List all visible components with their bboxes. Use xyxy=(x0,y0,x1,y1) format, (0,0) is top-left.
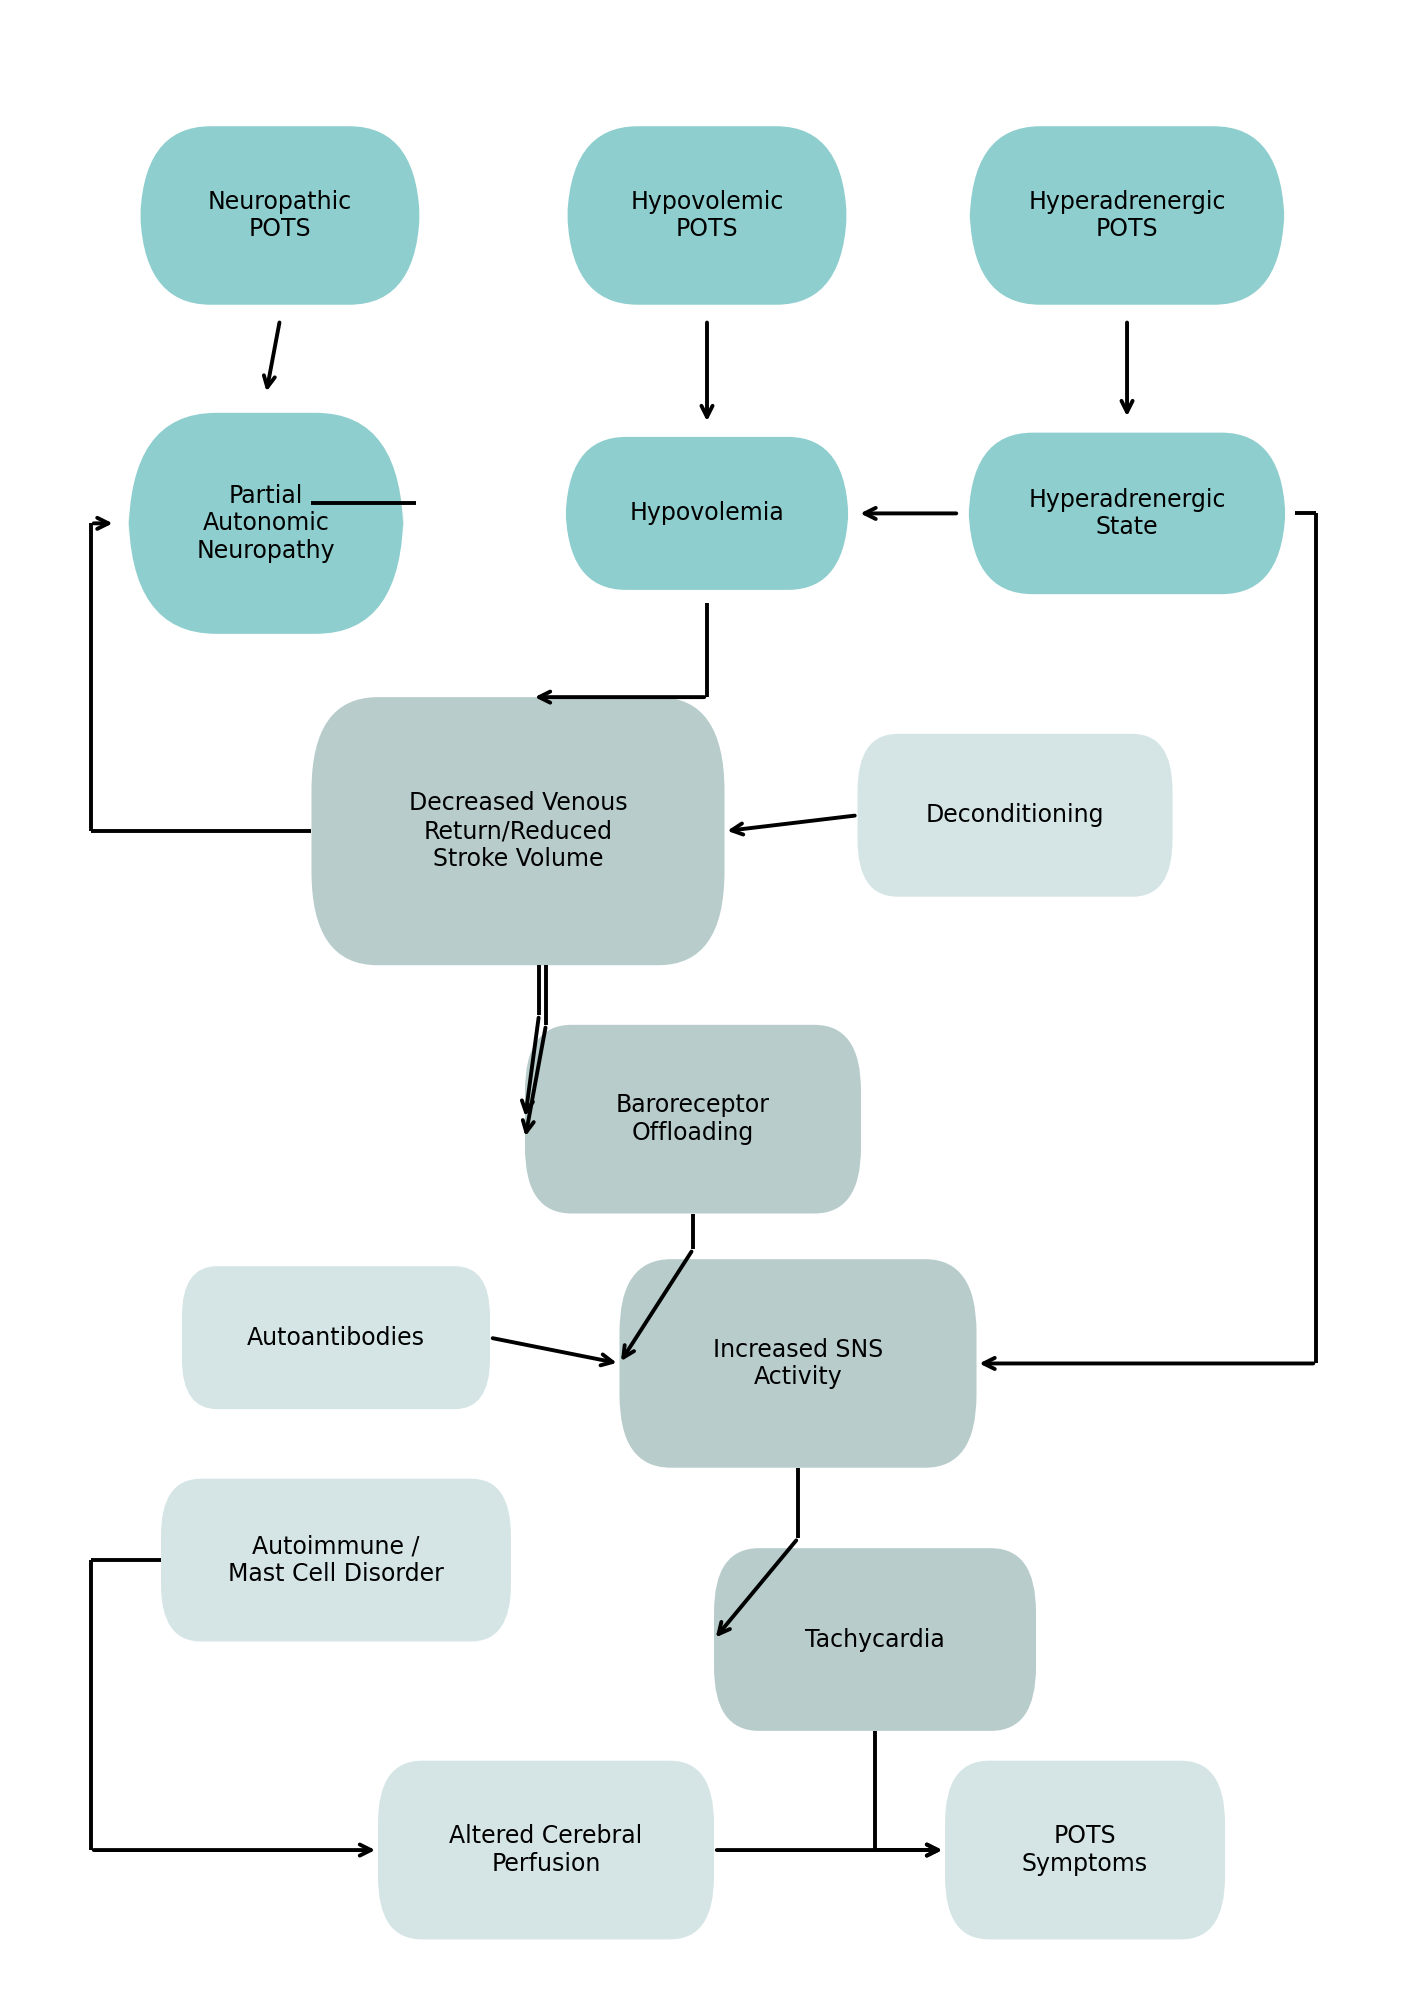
FancyBboxPatch shape xyxy=(129,412,403,634)
Text: Tachycardia: Tachycardia xyxy=(805,1628,945,1652)
Text: Hypovolemia: Hypovolemia xyxy=(629,502,785,526)
Text: Neuropathic
POTS: Neuropathic POTS xyxy=(208,190,352,242)
FancyBboxPatch shape xyxy=(525,1024,861,1214)
Text: Baroreceptor
Offloading: Baroreceptor Offloading xyxy=(617,1094,771,1146)
FancyBboxPatch shape xyxy=(566,436,848,590)
Text: Hypovolemic
POTS: Hypovolemic POTS xyxy=(631,190,783,242)
FancyBboxPatch shape xyxy=(161,1478,510,1642)
Text: Altered Cerebral
Perfusion: Altered Cerebral Perfusion xyxy=(450,1824,642,1876)
FancyBboxPatch shape xyxy=(311,698,724,966)
FancyBboxPatch shape xyxy=(970,126,1284,304)
FancyBboxPatch shape xyxy=(945,1760,1225,1940)
Text: Autoantibodies: Autoantibodies xyxy=(247,1326,426,1350)
Text: Hyperadrenergic
State: Hyperadrenergic State xyxy=(1028,488,1226,540)
FancyBboxPatch shape xyxy=(182,1266,491,1410)
FancyBboxPatch shape xyxy=(619,1260,977,1468)
FancyBboxPatch shape xyxy=(140,126,420,304)
Text: Increased SNS
Activity: Increased SNS Activity xyxy=(713,1338,884,1390)
FancyBboxPatch shape xyxy=(714,1548,1036,1730)
Text: Autoimmune /
Mast Cell Disorder: Autoimmune / Mast Cell Disorder xyxy=(228,1534,444,1586)
FancyBboxPatch shape xyxy=(378,1760,714,1940)
FancyBboxPatch shape xyxy=(857,734,1172,896)
Text: Hyperadrenergic
POTS: Hyperadrenergic POTS xyxy=(1028,190,1226,242)
Text: Decreased Venous
Return/Reduced
Stroke Volume: Decreased Venous Return/Reduced Stroke V… xyxy=(409,792,628,870)
FancyBboxPatch shape xyxy=(969,432,1285,594)
Text: Partial
Autonomic
Neuropathy: Partial Autonomic Neuropathy xyxy=(197,484,335,564)
Text: Deconditioning: Deconditioning xyxy=(926,804,1104,828)
FancyBboxPatch shape xyxy=(567,126,847,304)
Text: POTS
Symptoms: POTS Symptoms xyxy=(1022,1824,1148,1876)
